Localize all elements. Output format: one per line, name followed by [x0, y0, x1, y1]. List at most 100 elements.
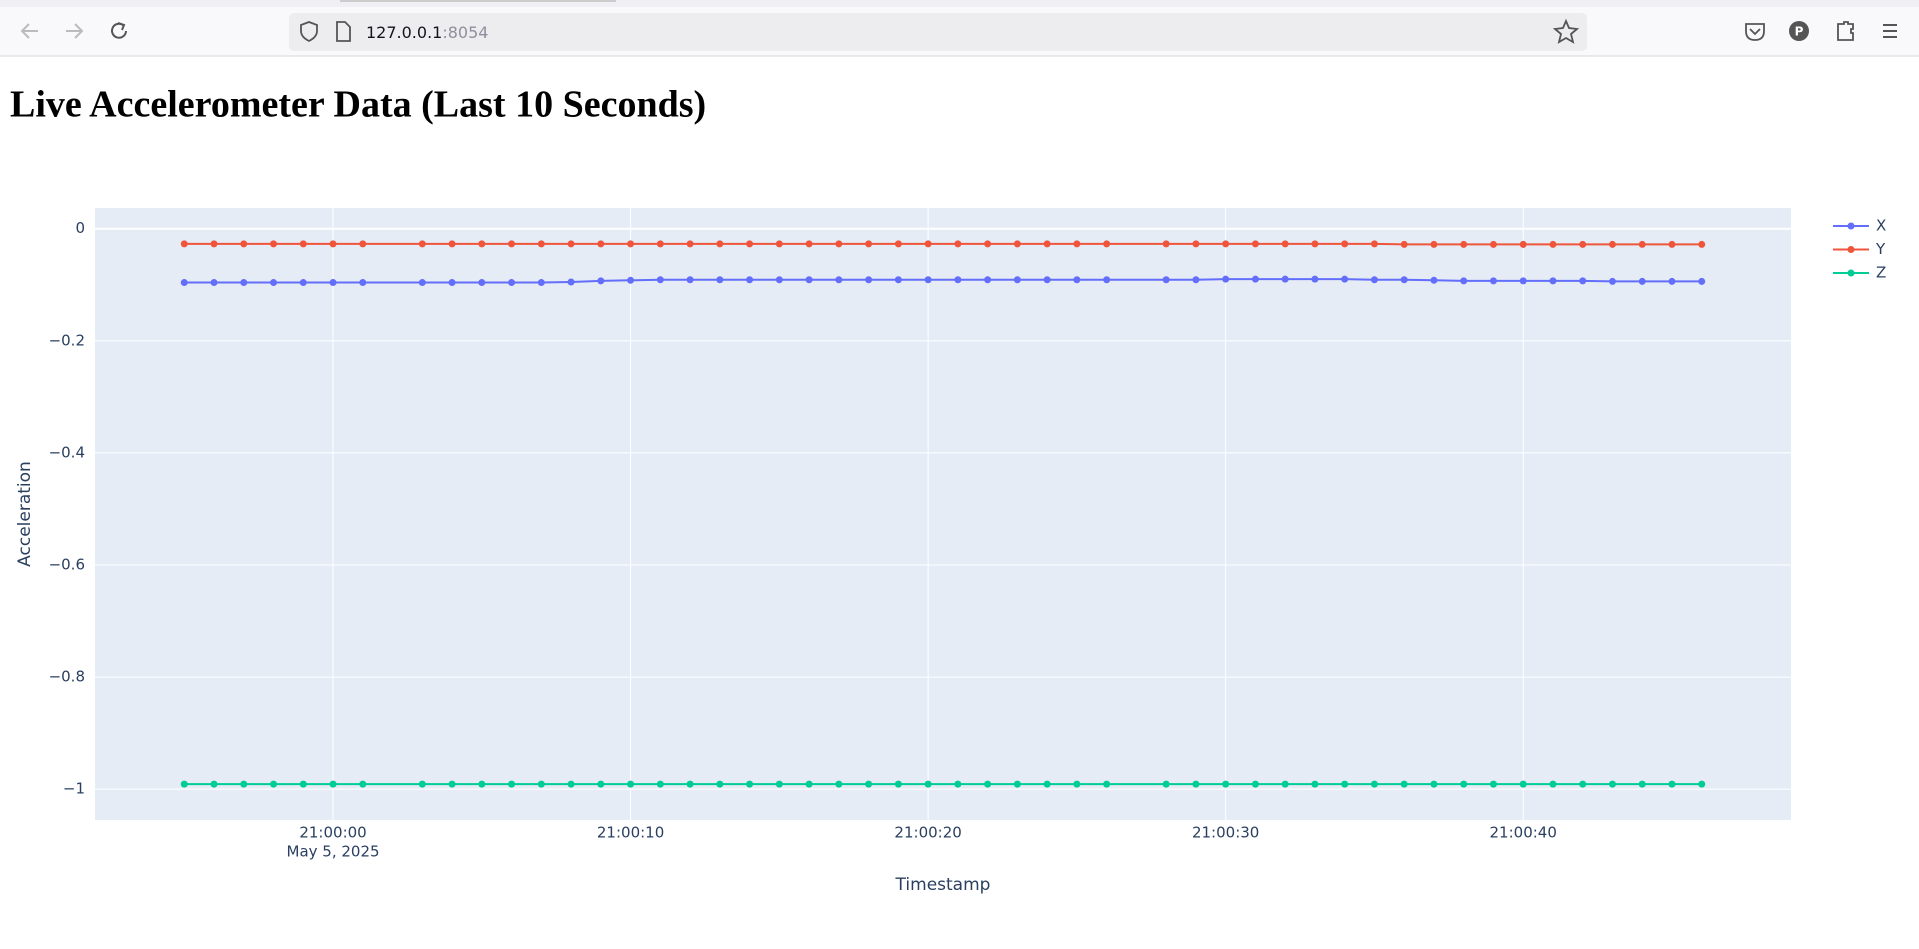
y-axis-title: Acceleration: [15, 461, 35, 567]
data-point: [1549, 277, 1557, 285]
data-point: [1192, 276, 1200, 284]
data-point: [865, 276, 873, 284]
url[interactable]: 127.0.0.1:8054: [366, 23, 488, 42]
data-point: [746, 276, 754, 284]
data-point: [775, 780, 783, 788]
data-point: [656, 240, 664, 248]
data-point: [567, 780, 575, 788]
data-point: [567, 278, 575, 286]
data-point: [1103, 276, 1111, 284]
data-point: [1251, 780, 1259, 788]
data-point: [1638, 240, 1646, 248]
legend-marker: [1847, 269, 1855, 277]
data-point: [1341, 780, 1349, 788]
profile-avatar[interactable]: [1789, 21, 1809, 41]
data-point: [1043, 276, 1051, 284]
data-point: [775, 276, 783, 284]
menu-button[interactable]: [1883, 24, 1897, 38]
data-point: [894, 240, 902, 248]
data-point: [1043, 240, 1051, 248]
data-point: [180, 780, 188, 788]
data-point: [954, 276, 962, 284]
data-point: [418, 240, 426, 248]
data-point: [1489, 277, 1497, 285]
data-point: [1430, 780, 1438, 788]
data-point: [418, 279, 426, 287]
data-point: [448, 240, 456, 248]
data-point: [597, 240, 605, 248]
data-point: [537, 780, 545, 788]
plot-background: [95, 208, 1791, 820]
x-axis-title: Timestamp: [895, 875, 991, 895]
pocket-icon[interactable]: [1745, 23, 1765, 41]
data-point: [627, 780, 635, 788]
data-point: [359, 279, 367, 287]
data-point: [1311, 780, 1319, 788]
data-point: [1400, 240, 1408, 248]
active-tab[interactable]: [340, 0, 616, 2]
extensions-icon[interactable]: [1837, 21, 1854, 41]
data-point: [1430, 240, 1438, 248]
legend-marker: [1847, 246, 1855, 253]
data-point: [1698, 780, 1706, 788]
data-point: [1341, 240, 1349, 248]
data-point: [537, 279, 545, 287]
data-point: [448, 780, 456, 788]
data-point: [1430, 276, 1438, 284]
data-point: [805, 240, 813, 248]
x-tick-label: 21:00:00: [299, 824, 366, 842]
data-point: [746, 240, 754, 248]
url-bar[interactable]: [289, 13, 1587, 51]
data-point: [597, 277, 605, 285]
data-point: [329, 240, 337, 248]
data-point: [1668, 780, 1676, 788]
data-point: [1311, 240, 1319, 248]
data-point: [1608, 240, 1616, 248]
data-point: [1400, 276, 1408, 284]
data-point: [1341, 275, 1349, 283]
data-point: [1013, 780, 1021, 788]
data-point: [805, 276, 813, 284]
data-point: [1579, 780, 1587, 788]
data-point: [1013, 240, 1021, 248]
y-tick-label: 0: [75, 219, 85, 237]
data-point: [1370, 240, 1378, 248]
data-point: [1579, 277, 1587, 285]
bookmark-star[interactable]: [1552, 18, 1580, 44]
data-point: [686, 780, 694, 788]
data-point: [746, 780, 754, 788]
data-point: [1013, 276, 1021, 284]
data-point: [240, 780, 248, 788]
data-point: [1281, 275, 1289, 283]
data-point: [1668, 277, 1676, 285]
data-point: [270, 240, 278, 248]
series-line: [184, 278, 1702, 284]
legend-label: X: [1876, 217, 1886, 235]
data-point: [1162, 780, 1170, 788]
data-point: [210, 240, 218, 248]
y-tick-label: −1: [63, 780, 85, 798]
back-button[interactable]: [20, 23, 38, 39]
data-point: [924, 780, 932, 788]
data-point: [1489, 780, 1497, 788]
data-point: [984, 780, 992, 788]
tab-strip: [0, 0, 1919, 7]
data-point: [1460, 277, 1468, 285]
data-point: [865, 780, 873, 788]
data-point: [954, 780, 962, 788]
legend-label: Y: [1875, 240, 1886, 258]
data-point: [1579, 240, 1587, 248]
data-point: [894, 276, 902, 284]
data-point: [1549, 240, 1557, 248]
data-point: [448, 279, 456, 287]
data-point: [1370, 780, 1378, 788]
data-point: [924, 240, 932, 248]
data-point: [1162, 276, 1170, 284]
forward-button[interactable]: [66, 23, 84, 39]
data-point: [775, 240, 783, 248]
data-point: [1489, 240, 1497, 248]
reload-button[interactable]: [111, 22, 127, 39]
data-point: [1370, 276, 1378, 284]
shield-icon[interactable]: [300, 21, 318, 43]
